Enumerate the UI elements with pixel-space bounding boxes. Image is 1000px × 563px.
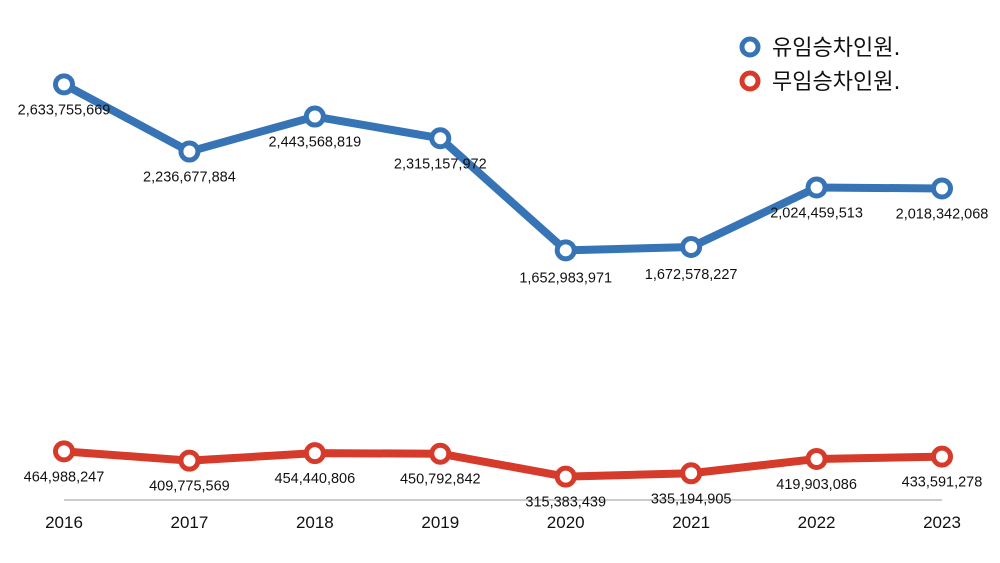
data-label: 409,775,569 xyxy=(149,479,230,495)
data-point xyxy=(178,449,201,472)
data-point xyxy=(53,73,75,96)
x-tick-label: 2023 xyxy=(923,513,961,532)
data-label: 433,591,278 xyxy=(902,475,983,491)
legend-marker xyxy=(739,36,761,58)
x-tick-label: 2020 xyxy=(547,513,585,532)
data-point xyxy=(931,445,953,468)
data-label: 1,672,578,227 xyxy=(645,267,738,283)
data-label: 335,194,905 xyxy=(651,491,732,507)
x-tick-label: 2021 xyxy=(672,513,710,532)
data-label: 2,018,342,068 xyxy=(896,206,989,222)
data-label: 419,903,086 xyxy=(776,477,857,493)
series-line xyxy=(60,80,946,255)
x-tick-label: 2022 xyxy=(798,513,836,532)
data-point xyxy=(805,176,828,199)
data-point xyxy=(429,127,452,150)
data-point xyxy=(53,440,75,463)
data-label: 450,792,842 xyxy=(400,472,481,488)
data-label: 2,443,568,819 xyxy=(268,135,361,151)
data-label: 2,633,755,669 xyxy=(18,102,111,118)
data-label: 454,440,806 xyxy=(275,471,356,487)
data-label: 464,988,247 xyxy=(24,469,105,485)
x-tick-label: 2017 xyxy=(171,513,209,532)
data-label: 2,236,677,884 xyxy=(143,170,236,186)
series-line xyxy=(60,447,946,481)
legend-marker xyxy=(739,70,761,92)
series-paid-riders: 2,633,755,669 2,236,677,884 2,443,568,819 2… xyxy=(18,73,989,286)
data-point xyxy=(680,235,703,258)
data-point xyxy=(303,442,326,465)
legend-item: 무임승차인원. xyxy=(739,70,900,95)
legend: 유임승차인원. 무임승차인원. xyxy=(739,36,900,95)
x-tick-label: 2016 xyxy=(45,513,83,532)
x-tick-label: 2018 xyxy=(296,513,334,532)
data-point xyxy=(554,239,577,262)
data-label: 315,383,439 xyxy=(525,495,606,511)
data-point xyxy=(931,177,953,200)
data-label: 2,024,459,513 xyxy=(770,205,863,221)
series-free-riders: 464,988,247 409,775,569 454,440,806 450,792… xyxy=(24,440,983,511)
data-point xyxy=(680,462,703,485)
series-layer: 2,633,755,669 2,236,677,884 2,443,568,819 2… xyxy=(18,73,989,511)
data-point xyxy=(429,442,452,465)
data-label: 1,652,983,971 xyxy=(519,270,612,286)
legend-label: 유임승차인원. xyxy=(772,36,900,61)
data-point xyxy=(554,465,577,488)
data-label: 2,315,157,972 xyxy=(394,156,487,172)
legend-item: 유임승차인원. xyxy=(739,36,900,61)
x-tick-label: 2019 xyxy=(421,513,459,532)
data-point xyxy=(805,447,828,470)
data-point xyxy=(303,105,326,128)
legend-label: 무임승차인원. xyxy=(772,70,900,95)
x-tick-labels: 2016 2017 2018 2019 2020 2021 2022 2023 xyxy=(45,513,961,532)
data-point xyxy=(178,140,201,163)
